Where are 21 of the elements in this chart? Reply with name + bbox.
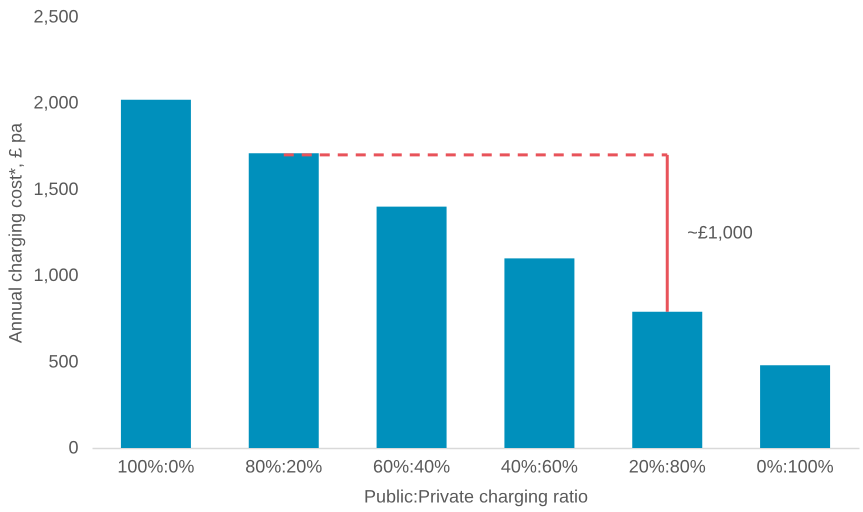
- y-axis-title: Annual charging cost*, £ pa: [5, 122, 26, 344]
- bar: [120, 100, 191, 448]
- y-tick-label: 2,000: [33, 92, 78, 113]
- x-tick-label: 0%:100%: [756, 456, 834, 476]
- bar: [376, 206, 447, 448]
- x-axis-title: Public:Private charging ratio: [364, 486, 588, 506]
- y-tick-label: 500: [48, 351, 78, 372]
- bar: [504, 258, 574, 448]
- x-tick-label: 20%:80%: [628, 456, 706, 476]
- x-tick-label: 80%:20%: [245, 456, 322, 476]
- bar: [632, 312, 702, 448]
- y-tick-label: 1,000: [33, 265, 78, 286]
- y-tick-label: 2,500: [33, 6, 78, 26]
- bar: [760, 365, 830, 448]
- y-tick-label: 0: [68, 438, 78, 458]
- x-tick-label: 40%:60%: [500, 456, 578, 476]
- annotation: ~£1,000: [687, 222, 753, 242]
- x-tick-label: 100%:0%: [117, 456, 194, 476]
- y-tick-label: 1,500: [33, 178, 78, 199]
- x-tick-label: 60%:40%: [373, 456, 450, 476]
- bar: [248, 153, 319, 448]
